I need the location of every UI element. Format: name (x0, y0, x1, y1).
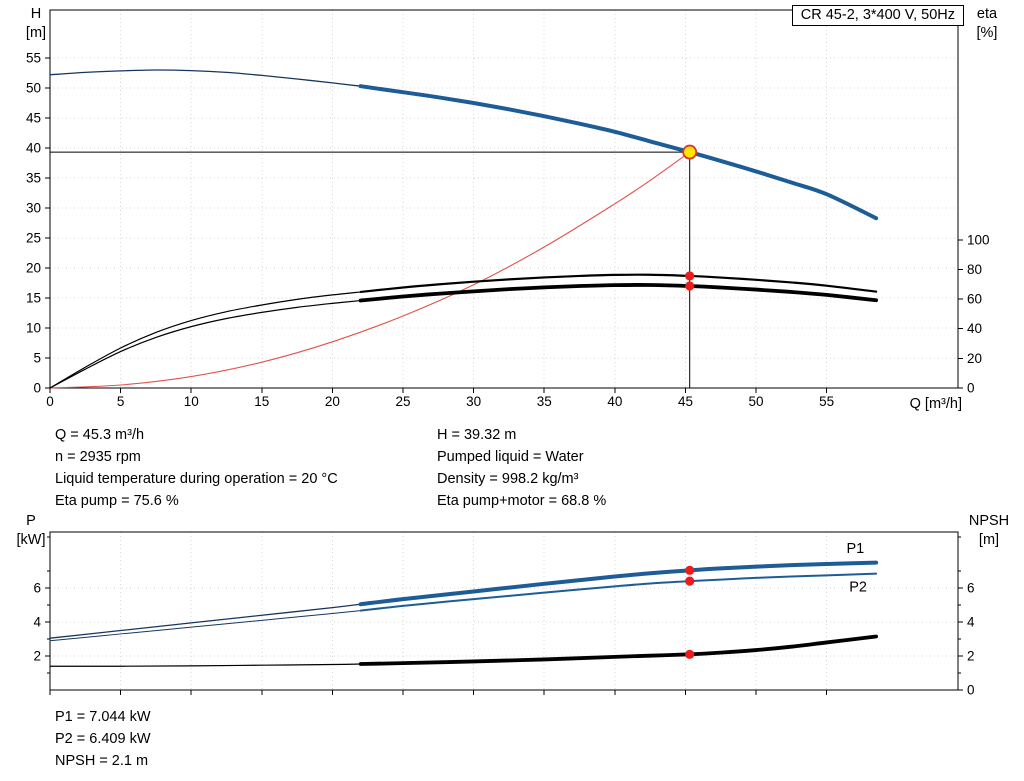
tick-label: 40 (26, 141, 41, 156)
eta-axis-title: eta [%] (964, 5, 1010, 43)
tick-label: 20 (26, 261, 41, 276)
npsh-value-text: NPSH = 2.1 m (55, 753, 149, 769)
tick-label: 45 (26, 111, 41, 126)
tick-label: 100 (967, 232, 990, 247)
eta-pump-text: Eta pump = 75.6 % (55, 493, 179, 509)
h-value-text: H = 39.32 m (437, 427, 517, 443)
series-p2 (359, 572, 878, 612)
p-axis-title-symbol: P (26, 513, 36, 529)
axes: 0 5 10 15 20 25 30 35 40 45 50 55 0 5 10 15 20 25 30 35 40 45… (26, 51, 990, 410)
tick-label: 30 (466, 394, 481, 409)
tick-label: 2 (967, 649, 975, 664)
tick-label: 10 (184, 394, 199, 409)
power-info: P1 = 7.044 kW P2 = 6.409 kW NPSH = 2.1 m (55, 706, 151, 772)
series-eta-pump-motor (358, 283, 878, 303)
tick-label: 15 (254, 394, 269, 409)
p-axis-title-unit: [kW] (16, 532, 46, 548)
eta-axis-title-unit: [%] (976, 25, 998, 41)
curve-label-p1: P1 (846, 541, 864, 557)
series-eta-pump-motor-low (49, 299, 362, 389)
chart-power-npsh: 2 4 6 0 2 4 6 P1 P2 (33, 531, 975, 698)
h-axis-title-symbol: H (30, 6, 42, 22)
series-npsh (358, 634, 878, 666)
series-head-curve (358, 84, 879, 221)
tick-label: 0 (967, 381, 975, 396)
p1-value-text: P1 = 7.044 kW (55, 709, 151, 725)
series-npsh-low (49, 663, 362, 667)
tick-label: 25 (26, 231, 41, 246)
tick-label: 25 (396, 394, 411, 409)
tick-label: 55 (26, 51, 41, 66)
tick-label: 5 (33, 351, 41, 366)
tick-label: 50 (26, 81, 41, 96)
p2-value-text: P2 = 6.409 kW (55, 731, 151, 747)
density-text: Density = 998.2 kg/m³ (437, 471, 579, 487)
tick-label: 2 (33, 649, 41, 664)
series-p1 (358, 560, 879, 607)
tick-label: 50 (749, 394, 764, 409)
series-p1-low (49, 603, 362, 639)
npsh-axis-title-unit: [m] (978, 532, 1000, 548)
liquid-temperature-text: Liquid temperature during operation = 20… (55, 471, 338, 487)
npsh-axis-title-symbol: NPSH (968, 513, 1010, 529)
duty-info-left: Q = 45.3 m³/h n = 2935 rpm Liquid temper… (55, 424, 338, 512)
npsh-axis-title: NPSH [m] (960, 512, 1018, 550)
series-eta-pump-low (49, 291, 362, 389)
series-system-curve (49, 151, 691, 389)
tick-label: 20 (325, 394, 340, 409)
grid (50, 532, 958, 690)
chart-qh: 0 5 10 15 20 25 30 35 40 45 50 55 0 5 10 15 20 25 30 35 40 45… (26, 9, 990, 410)
q-axis-title: Q [m³/h] (909, 396, 962, 412)
duty-info-right: H = 39.32 m Pumped liquid = Water Densit… (437, 424, 606, 512)
tick-label: 20 (967, 351, 982, 366)
q-value-text: Q = 45.3 m³/h (55, 427, 145, 443)
tick-label: 30 (26, 201, 41, 216)
tick-label: 0 (33, 381, 41, 396)
tick-label: 60 (967, 292, 982, 307)
h-axis-title: H [m] (18, 5, 54, 43)
tick-label: 15 (26, 291, 41, 306)
h-axis-title-unit: [m] (25, 25, 47, 41)
eta-pump-motor-point (685, 281, 695, 291)
tick-label: 55 (819, 394, 834, 409)
tick-label: 40 (607, 394, 622, 409)
p1-point (685, 565, 695, 575)
plot-frame (49, 9, 959, 389)
p-axis-title: P [kW] (10, 512, 52, 550)
npsh-point (685, 649, 695, 659)
plot-frame (49, 531, 959, 691)
tick-label: 0 (46, 394, 54, 409)
pump-title-box: CR 45-2, 3*400 V, 50Hz (791, 5, 964, 26)
tick-label: 0 (967, 683, 975, 698)
eta-axis-title-symbol: eta (976, 6, 998, 22)
pumped-liquid-text: Pumped liquid = Water (437, 449, 584, 465)
tick-label: 10 (26, 321, 41, 336)
series-p2-low (49, 610, 362, 642)
tick-label: 4 (33, 615, 41, 630)
curve-label-p2: P2 (849, 579, 867, 595)
series-eta-pump (359, 273, 878, 294)
p2-point (685, 576, 695, 586)
tick-label: 40 (967, 321, 982, 336)
grid (50, 10, 958, 388)
series-head-curve-low (49, 69, 362, 87)
eta-pump-motor-text: Eta pump+motor = 68.8 % (437, 493, 607, 509)
tick-label: 35 (537, 394, 552, 409)
duty-point (682, 144, 698, 160)
tick-label: 80 (967, 262, 982, 277)
speed-value-text: n = 2935 rpm (55, 449, 141, 465)
tick-label: 6 (33, 581, 41, 596)
tick-label: 35 (26, 171, 41, 186)
tick-label: 4 (967, 615, 975, 630)
tick-label: 6 (967, 581, 975, 596)
tick-label: 45 (678, 394, 693, 409)
axes: 2 4 6 0 2 4 6 (33, 536, 975, 698)
tick-label: 5 (117, 394, 125, 409)
eta-pump-point (685, 271, 695, 281)
